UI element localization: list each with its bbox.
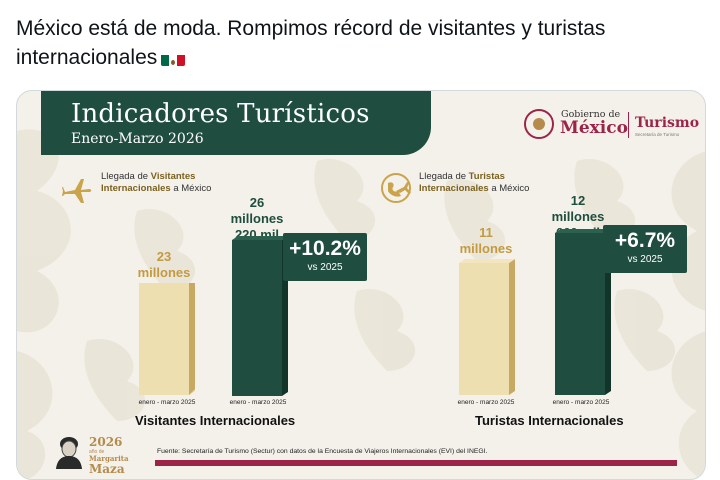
tourists-2025-bar	[459, 259, 515, 395]
logo-divider	[628, 112, 629, 138]
visitors-2026-value-text: 26 millones 220 mil	[230, 195, 284, 242]
infographic-title: Indicadores Turísticos	[71, 99, 370, 129]
post-text: México está de moda. Rompimos récord de …	[16, 14, 706, 72]
margarita-maza-portrait-icon	[56, 437, 82, 469]
title-banner: Indicadores Turísticos Enero-Marzo 2026	[41, 91, 431, 155]
infographic-subtitle: Enero-Marzo 2026	[71, 131, 204, 147]
visitors-2026-xlabel: enero - marzo 2025	[229, 399, 287, 406]
tourists-2026-bar	[555, 229, 611, 395]
footer-name2: Maza	[89, 462, 125, 476]
visitors-change-pct: +10.2%	[289, 237, 361, 260]
tourists-2026-xlabel: enero - marzo 2025	[552, 399, 610, 406]
airplane-icon	[62, 179, 92, 203]
mexico-seal-icon	[524, 109, 554, 139]
gov-line4: Secretaría de Turismo	[635, 132, 680, 137]
visitors-2026-bar	[232, 236, 288, 396]
tourists-group-title: Turistas Internacionales	[475, 413, 624, 428]
footer-divider	[155, 460, 677, 466]
tourists-change-vs: vs 2025	[627, 254, 663, 265]
visitors-group-title: Visitantes Internacionales	[135, 413, 296, 428]
tourists-legend-suffix: a México	[488, 183, 530, 194]
visitors-legend-bold: Visitantes Internacionales	[101, 171, 196, 194]
visitors-2025-xlabel: enero - marzo 2025	[138, 399, 196, 406]
footer-name: Margarita Maza	[89, 455, 129, 476]
footer-year-small: año de	[89, 449, 105, 455]
gov-line3: Turismo	[635, 115, 700, 131]
gov-line1: Gobierno de	[561, 109, 621, 120]
tourists-legend-bold: Turistas Internacionales	[419, 171, 505, 194]
footer-name1: Margarita	[89, 454, 129, 463]
mexico-flag-icon	[161, 50, 186, 66]
visitors-change-badge: +10.2% vs 2025	[283, 233, 367, 281]
tourists-legend: Llegada de Turistas Internacionales a Mé…	[419, 171, 539, 195]
source-note: Fuente: Secretaría de Turismo (Sectur) c…	[157, 448, 488, 455]
infographic-image[interactable]: Indicadores Turísticos Enero-Marzo 2026 …	[16, 90, 706, 480]
background-pattern	[17, 129, 705, 479]
globe-plane-icon	[381, 173, 411, 203]
post-text-content: México está de moda. Rompimos récord de …	[16, 17, 606, 69]
footer-year: 2026	[89, 435, 123, 449]
tourists-change-pct: +6.7%	[614, 229, 676, 252]
gov-line2: México	[560, 118, 628, 138]
tourists-legend-prefix: Llegada de	[419, 171, 469, 182]
visitors-legend: Llegada de Visitantes Internacionales a …	[101, 171, 221, 195]
visitors-legend-suffix: a México	[170, 183, 212, 194]
visitors-legend-prefix: Llegada de	[101, 171, 151, 182]
tourists-change-badge: +6.7% vs 2025	[603, 225, 687, 273]
gobierno-mexico-logo: Gobierno de México Turismo Secretaría de…	[524, 109, 699, 143]
visitors-change-vs: vs 2025	[307, 262, 343, 273]
visitors-2025-bar	[139, 283, 195, 395]
tourists-2025-xlabel: enero - marzo 2025	[457, 399, 515, 406]
